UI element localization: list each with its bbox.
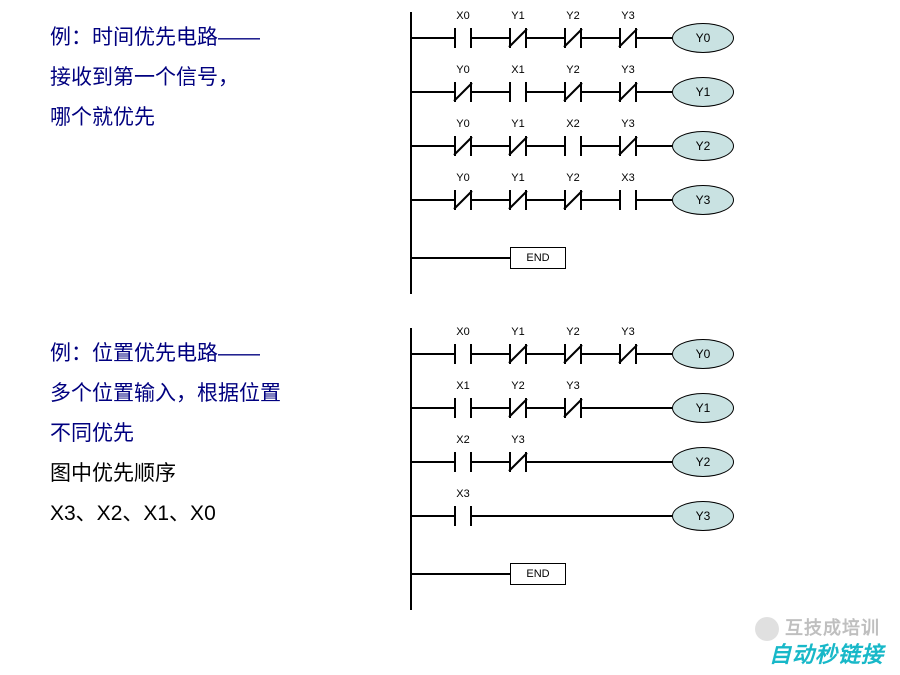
nc-contact: Y0 [438, 66, 488, 106]
nc-contact: Y2 [548, 328, 598, 368]
contact-label: Y3 [603, 10, 653, 22]
contact-label: X1 [493, 64, 543, 76]
nc-contact: Y3 [603, 328, 653, 368]
wire [412, 257, 510, 259]
ladder-rung: X0 Y1 Y2 Y3 Y0 [410, 12, 750, 66]
text-line: X3、X2、X1、X0 [50, 494, 281, 534]
text-line: 多个位置输入，根据位置 [50, 374, 281, 414]
no-contact: X2 [438, 436, 488, 476]
contact-label: Y3 [603, 118, 653, 130]
ladder-diagram-1: X0 Y1 Y2 Y3 Y0 Y0 X1 Y2 Y3 Y1 Y0 Y1 X2 Y3 Y2 Y0 Y1 Y2 X3 Y3… [410, 12, 750, 302]
wire [637, 37, 672, 39]
contact-label: Y3 [603, 64, 653, 76]
text-line: 图中优先顺序 [50, 454, 281, 494]
text-line: 例：位置优先电路—— [50, 334, 281, 374]
wire [637, 353, 672, 355]
nc-contact: Y3 [603, 12, 653, 52]
contact-label: X3 [603, 172, 653, 184]
nc-contact: Y1 [493, 328, 543, 368]
wire [637, 199, 672, 201]
no-contact: X2 [548, 120, 598, 160]
wire [582, 407, 672, 409]
no-contact: X3 [603, 174, 653, 214]
nc-contact: Y3 [493, 436, 543, 476]
no-contact: X1 [493, 66, 543, 106]
end-instruction: END [510, 247, 566, 269]
nc-contact: Y3 [603, 120, 653, 160]
output-coil: Y0 [672, 23, 734, 53]
nc-contact: Y2 [548, 12, 598, 52]
no-contact: X0 [438, 12, 488, 52]
contact-label: Y0 [438, 172, 488, 184]
nc-contact: Y2 [493, 382, 543, 422]
page: 例：时间优先电路—— 接收到第一个信号， 哪个就优先 X0Y1Y2Y3Y0Y0X… [0, 0, 900, 675]
ladder-rung: Y0 X1 Y2 Y3 Y1 [410, 66, 750, 120]
contact-label: Y2 [548, 172, 598, 184]
ladder-rung: Y0 Y1 X2 Y3 Y2 [410, 120, 750, 174]
nc-contact: Y2 [548, 174, 598, 214]
nc-contact: Y2 [548, 66, 598, 106]
contact-label: Y2 [548, 326, 598, 338]
wire [637, 145, 672, 147]
contact-label: Y0 [438, 64, 488, 76]
nc-contact: Y0 [438, 120, 488, 160]
contact-label: Y2 [548, 10, 598, 22]
end-rung: END [410, 544, 750, 604]
ladder-rung: X1 Y2 Y3 Y1 [410, 382, 750, 436]
nc-contact: Y1 [493, 120, 543, 160]
contact-label: Y3 [603, 326, 653, 338]
nc-contact: Y1 [493, 12, 543, 52]
nc-contact: Y1 [493, 174, 543, 214]
output-coil: Y1 [672, 77, 734, 107]
end-instruction: END [510, 563, 566, 585]
contact-label: X2 [438, 434, 488, 446]
output-coil: Y1 [672, 393, 734, 423]
watermark-brand: 自动秒链接 [769, 637, 884, 669]
output-coil: Y2 [672, 131, 734, 161]
ladder-rung: Y0 Y1 Y2 X3 Y3 [410, 174, 750, 228]
text-line: 接收到第一个信号， [50, 58, 260, 98]
contact-label: Y0 [438, 118, 488, 130]
text-line: 例：时间优先电路—— [50, 18, 260, 58]
contact-label: Y1 [493, 118, 543, 130]
output-coil: Y3 [672, 501, 734, 531]
nc-contact: Y0 [438, 174, 488, 214]
ladder-rung: X3 Y3 [410, 490, 750, 544]
no-contact: X1 [438, 382, 488, 422]
ladder-diagram-2: X0 Y1 Y2 Y3 Y0 X1 Y2 Y3 Y1 X2 Y3 Y2 X3 Y3 END [410, 328, 750, 618]
wire [412, 573, 510, 575]
ladder-rung: X2 Y3 Y2 [410, 436, 750, 490]
block1-text: 例：时间优先电路—— 接收到第一个信号， 哪个就优先 [50, 18, 260, 138]
no-contact: X3 [438, 490, 488, 530]
contact-label: X3 [438, 488, 488, 500]
contact-label: Y2 [493, 380, 543, 392]
no-contact: X0 [438, 328, 488, 368]
output-coil: Y2 [672, 447, 734, 477]
wire [527, 461, 672, 463]
contact-label: Y3 [548, 380, 598, 392]
output-coil: Y3 [672, 185, 734, 215]
contact-label: Y1 [493, 172, 543, 184]
watermark-text: 互技成培训 [785, 618, 880, 638]
end-rung: END [410, 228, 750, 288]
ladder-rung: X0 Y1 Y2 Y3 Y0 [410, 328, 750, 382]
contact-label: Y1 [493, 10, 543, 22]
contact-label: X0 [438, 326, 488, 338]
contact-label: Y2 [548, 64, 598, 76]
text-line: 哪个就优先 [50, 98, 260, 138]
contact-label: Y1 [493, 326, 543, 338]
block2-text: 例：位置优先电路—— 多个位置输入，根据位置 不同优先 图中优先顺序 X3、X2… [50, 334, 281, 533]
wire [637, 91, 672, 93]
contact-label: X1 [438, 380, 488, 392]
contact-label: X0 [438, 10, 488, 22]
text-line: 不同优先 [50, 414, 281, 454]
nc-contact: Y3 [603, 66, 653, 106]
wire [472, 515, 672, 517]
nc-contact: Y3 [548, 382, 598, 422]
output-coil: Y0 [672, 339, 734, 369]
contact-label: Y3 [493, 434, 543, 446]
contact-label: X2 [548, 118, 598, 130]
